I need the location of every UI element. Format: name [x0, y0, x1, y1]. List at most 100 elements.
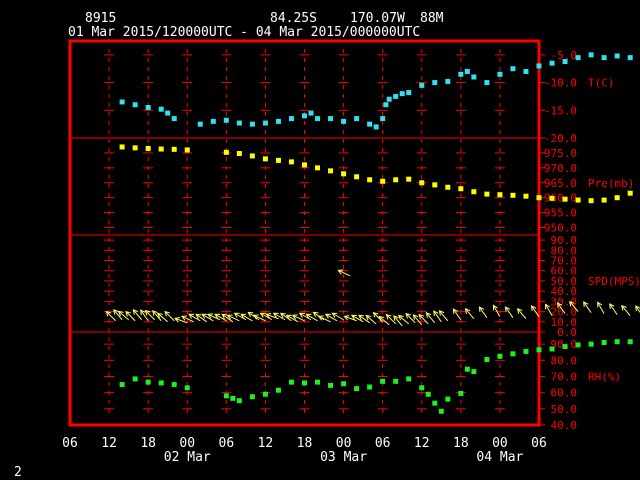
temperature-point	[588, 52, 594, 58]
wind-arrow-shaft	[240, 313, 253, 322]
rh-point	[223, 393, 229, 399]
pressure-point	[588, 198, 594, 204]
wind-arrow-head	[144, 309, 151, 316]
temperature-point	[549, 60, 555, 66]
temperature-point	[484, 80, 490, 86]
y-tick-label: 60.0	[551, 387, 578, 400]
wind-arrow-head	[397, 314, 404, 321]
wind-arrow-shaft	[413, 314, 423, 326]
wind-arrow-shaft	[325, 313, 338, 322]
x-tick-label: 00	[336, 436, 352, 451]
wind-arrow-shaft	[492, 305, 501, 317]
pressure-point	[119, 144, 125, 150]
wind-arrow-shaft	[531, 305, 540, 317]
x-tick-label: 18	[140, 436, 156, 451]
wind-arrow-head	[393, 315, 399, 321]
pressure-point	[184, 147, 190, 153]
wind-arrow-head	[164, 310, 170, 317]
wind-arrow-shaft	[358, 314, 370, 324]
rh-point	[523, 348, 529, 354]
panel-label: T(C)	[588, 77, 615, 90]
pressure-point	[471, 189, 477, 195]
temperature-point	[328, 116, 334, 122]
temperature-point	[419, 82, 425, 88]
wind-arrow-shaft	[201, 313, 214, 322]
rh-point	[536, 347, 542, 353]
rh-point	[132, 376, 138, 382]
temperature-point	[601, 55, 607, 61]
pressure-point	[315, 165, 321, 171]
wind-arrow-head	[214, 313, 221, 319]
rh-point	[230, 395, 236, 401]
temperature-point	[373, 124, 379, 130]
panel-label: Pre(mb)	[588, 177, 634, 190]
wind-arrow-head	[132, 308, 139, 315]
temperature-point	[308, 110, 314, 116]
rh-point	[588, 341, 594, 347]
wind-arrow-shaft	[214, 313, 227, 322]
temperature-point	[432, 80, 438, 86]
longitude: 170.07W	[350, 11, 405, 26]
wind-arrow-shaft	[157, 313, 169, 323]
wind-arrow-head	[412, 314, 419, 320]
pressure-point	[132, 145, 138, 151]
wind-arrow-shaft	[583, 301, 592, 313]
temperature-point	[171, 116, 177, 122]
y-tick-label: 50.0	[551, 275, 578, 288]
wind-arrow-shaft	[418, 314, 429, 325]
wind-arrow-shaft	[273, 312, 286, 321]
wind-arrow-shaft	[227, 314, 240, 322]
pressure-point	[145, 145, 151, 151]
wind-arrow-head	[385, 313, 392, 320]
wind-arrow-shaft	[221, 313, 234, 323]
time-period: 01 Mar 2015/120000UTC - 04 Mar 2015/0000…	[68, 25, 421, 40]
rh-point	[249, 394, 255, 400]
wind-arrow-head	[530, 305, 537, 312]
y-tick-label: 70.0	[551, 370, 578, 383]
wind-arrow-shaft	[386, 314, 397, 325]
wind-arrow-shaft	[479, 306, 488, 318]
y-tick-label: 960.0	[544, 192, 577, 205]
pressure-point	[275, 157, 281, 163]
wind-arrow-head	[312, 311, 319, 317]
pressure-point	[510, 192, 516, 198]
panel-label: SPD(MPS)	[588, 275, 640, 288]
temperature-point	[262, 120, 268, 126]
wind-arrow-head	[405, 312, 411, 319]
rh-point	[119, 382, 125, 388]
pressure-point	[354, 174, 360, 180]
temperature-point	[354, 116, 360, 122]
wind-arrow-shaft	[280, 312, 292, 322]
wind-arrow-head	[350, 314, 357, 320]
wind-arrow-shaft	[181, 315, 194, 323]
wind-arrow-head	[226, 314, 233, 320]
station-id: 8915	[85, 11, 117, 26]
y-tick-label: 955.0	[544, 207, 577, 220]
wind-arrow-shaft	[505, 306, 514, 318]
temperature-point	[165, 110, 171, 116]
wind-arrow-head	[240, 313, 247, 319]
temperature-point	[380, 116, 386, 122]
wind-arrow-head	[621, 304, 627, 311]
rh-point	[380, 378, 386, 384]
wind-arrow-shaft	[338, 269, 351, 277]
pressure-point	[614, 195, 620, 201]
wind-arrow-head	[291, 314, 298, 320]
x-tick-label: 18	[453, 436, 469, 451]
y-tick-label: -15.0	[544, 104, 577, 117]
wind-arrow-shaft	[557, 302, 566, 314]
x-tick-label: 06	[219, 436, 235, 451]
x-tick-label: 12	[414, 436, 430, 451]
rh-point	[575, 342, 581, 348]
wind-arrow-head	[247, 311, 254, 317]
date-label: 03 Mar	[320, 450, 367, 465]
temperature-point	[406, 90, 412, 96]
wind-arrow-head	[181, 315, 188, 321]
wind-arrow-head	[545, 303, 551, 310]
wind-arrow-shaft	[569, 301, 579, 312]
wind-arrow-head	[372, 311, 379, 318]
wind-arrow-head	[265, 313, 272, 319]
rh-point	[367, 384, 373, 390]
wind-arrow-shaft	[378, 316, 390, 326]
wind-arrow-shaft	[260, 312, 273, 321]
